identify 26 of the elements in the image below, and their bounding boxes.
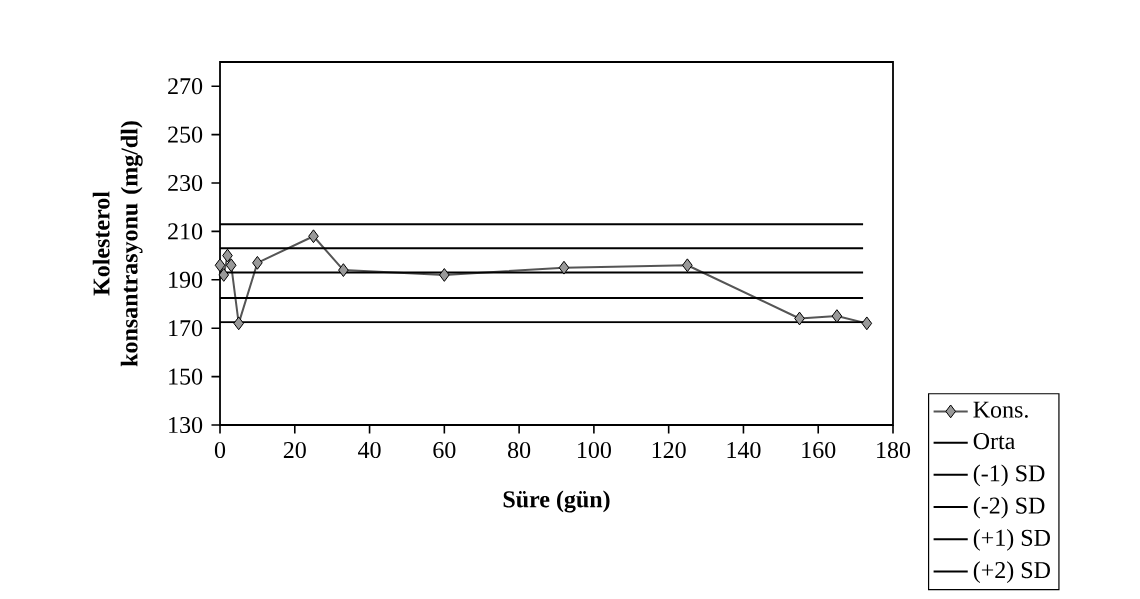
y-tick-label: 230 xyxy=(168,174,203,192)
legend-label: (+2) SD xyxy=(973,561,1050,584)
x-axis-title: Süre (gün) xyxy=(503,490,610,513)
legend-label: (-2) SD xyxy=(973,496,1045,519)
y-tick-label: 170 xyxy=(169,320,203,337)
x-tick-label: 180 xyxy=(877,441,911,459)
y-tick-label: 270 xyxy=(168,78,203,95)
y-axis-title: Kolesterol konsantrasyonu (mg/dl) xyxy=(92,121,143,367)
x-tick-label: 120 xyxy=(652,441,686,459)
x-tick-label: 20 xyxy=(283,441,306,459)
x-tick-label: 140 xyxy=(727,441,761,459)
x-tick-label: 60 xyxy=(433,441,456,459)
legend-label: Orta xyxy=(973,433,1016,450)
x-tick-label: 160 xyxy=(802,441,836,459)
x-tick-label: 0 xyxy=(214,441,226,459)
legend-label: (-1) SD xyxy=(973,464,1045,487)
x-tick-label: 100 xyxy=(578,441,611,459)
legend-label: Kons. xyxy=(973,401,1028,418)
legend-label: (+1) SD xyxy=(973,529,1050,551)
x-tick-label: 40 xyxy=(358,441,381,459)
y-tick-label: 150 xyxy=(169,368,203,385)
y-tick-label: 190 xyxy=(169,271,203,288)
y-tick-label: 130 xyxy=(169,416,203,434)
y-tick-label: 210 xyxy=(168,223,203,240)
y-tick-label: 250 xyxy=(168,126,203,143)
x-tick-label: 80 xyxy=(508,441,531,459)
